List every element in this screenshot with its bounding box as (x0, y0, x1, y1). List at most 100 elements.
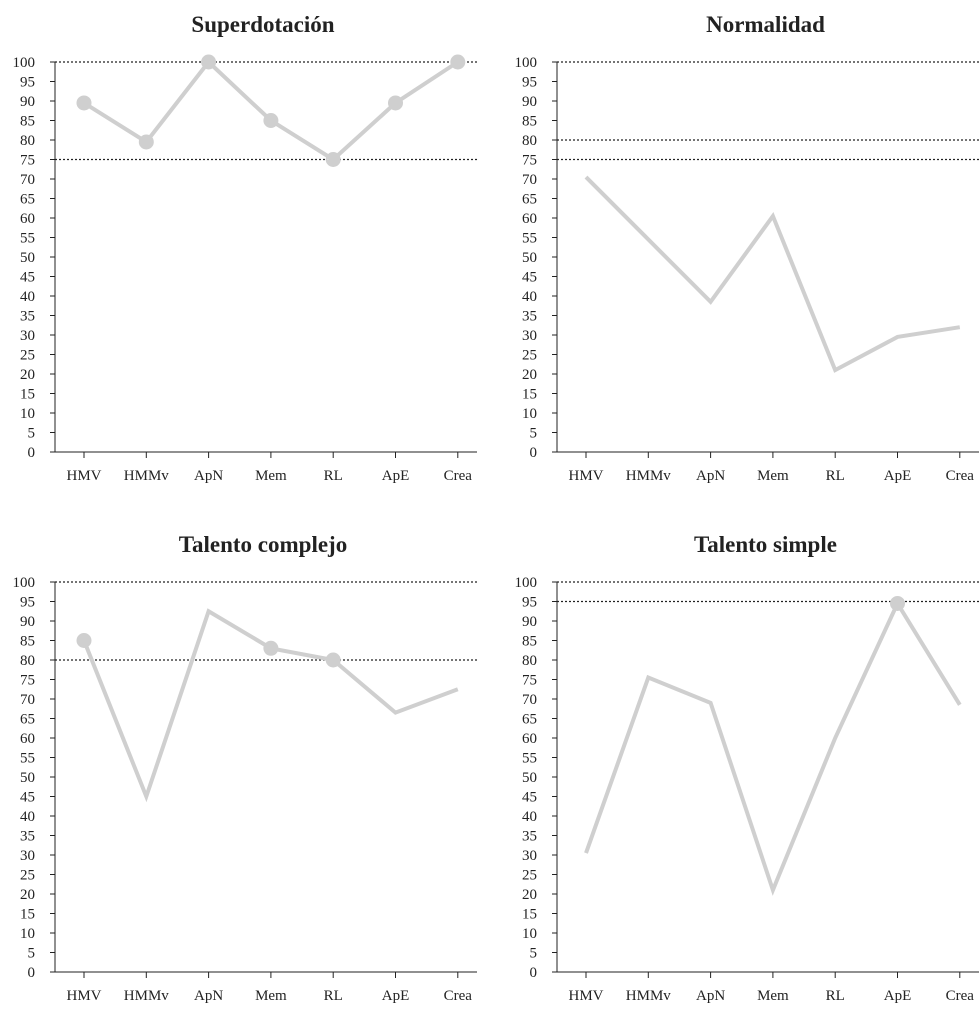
y-tick-label: 60 (20, 731, 35, 747)
chart-title: Talento complejo (179, 532, 347, 557)
y-tick-label: 45 (522, 790, 537, 806)
data-point (263, 113, 278, 128)
y-tick-label: 65 (20, 192, 35, 208)
y-tick-label: 80 (522, 133, 537, 149)
x-tick-label: Mem (757, 468, 789, 484)
y-tick-label: 70 (522, 172, 537, 188)
y-tick-label: 5 (28, 426, 36, 442)
x-tick-label: RL (826, 468, 845, 484)
x-tick-label: RL (826, 988, 845, 1004)
y-tick-label: 15 (522, 387, 537, 403)
y-tick-label: 5 (28, 946, 36, 962)
y-tick-label: 70 (20, 172, 35, 188)
data-point (139, 134, 154, 149)
y-tick-label: 40 (522, 809, 537, 825)
x-tick-label: ApN (194, 988, 223, 1004)
y-tick-label: 10 (20, 926, 35, 942)
y-tick-label: 65 (522, 192, 537, 208)
x-tick-label: Crea (946, 988, 975, 1004)
y-tick-label: 55 (522, 751, 537, 767)
x-tick-label: RL (324, 988, 343, 1004)
chart-panel: Talento complejo051015202530354045505560… (13, 532, 478, 1004)
y-tick-label: 5 (530, 946, 538, 962)
y-tick-label: 40 (20, 289, 35, 305)
y-tick-label: 40 (522, 289, 537, 305)
data-point (326, 653, 341, 668)
x-tick-label: Mem (255, 468, 287, 484)
y-tick-label: 55 (20, 231, 35, 247)
y-tick-label: 0 (28, 965, 36, 981)
series-line (84, 611, 458, 796)
chart-title: Normalidad (706, 12, 825, 37)
y-tick-label: 80 (522, 653, 537, 669)
y-tick-label: 85 (20, 634, 35, 650)
data-point (77, 95, 92, 110)
y-tick-label: 100 (13, 55, 36, 71)
y-tick-label: 90 (20, 614, 35, 630)
y-tick-label: 60 (522, 211, 537, 227)
x-tick-label: ApE (884, 988, 912, 1004)
y-tick-label: 85 (522, 114, 537, 130)
y-tick-label: 100 (13, 575, 36, 591)
y-tick-label: 95 (522, 595, 537, 611)
y-tick-label: 50 (522, 250, 537, 266)
y-tick-label: 15 (522, 907, 537, 923)
y-tick-label: 20 (20, 887, 35, 903)
x-tick-label: ApE (382, 988, 410, 1004)
y-tick-label: 30 (522, 848, 537, 864)
y-tick-label: 20 (20, 367, 35, 383)
y-tick-label: 20 (522, 887, 537, 903)
y-tick-label: 25 (20, 868, 35, 884)
y-tick-label: 90 (20, 94, 35, 110)
y-tick-label: 55 (20, 751, 35, 767)
chart-panel: Normalidad051015202530354045505560657075… (515, 12, 980, 484)
y-tick-label: 45 (20, 270, 35, 286)
data-point (326, 152, 341, 167)
y-tick-label: 25 (20, 348, 35, 364)
x-tick-label: Crea (444, 468, 473, 484)
data-point (77, 633, 92, 648)
y-tick-label: 35 (20, 309, 35, 325)
y-tick-label: 0 (28, 445, 36, 461)
x-tick-label: HMV (568, 988, 603, 1004)
y-tick-label: 90 (522, 614, 537, 630)
y-tick-label: 65 (20, 712, 35, 728)
y-tick-label: 30 (522, 328, 537, 344)
series-line (586, 603, 960, 890)
y-tick-label: 55 (522, 231, 537, 247)
y-tick-label: 30 (20, 328, 35, 344)
y-tick-label: 80 (20, 133, 35, 149)
y-tick-label: 10 (20, 406, 35, 422)
y-tick-label: 75 (20, 673, 35, 689)
y-tick-label: 75 (522, 673, 537, 689)
y-tick-label: 100 (515, 575, 538, 591)
y-tick-label: 50 (522, 770, 537, 786)
x-tick-label: Mem (255, 988, 287, 1004)
x-tick-label: ApE (382, 468, 410, 484)
x-tick-label: Crea (946, 468, 975, 484)
y-tick-label: 5 (530, 426, 538, 442)
data-point (201, 55, 216, 70)
y-tick-label: 90 (522, 94, 537, 110)
y-tick-label: 50 (20, 250, 35, 266)
chart-panel: Talento simple05101520253035404550556065… (515, 532, 980, 1004)
x-tick-label: HMMv (626, 468, 672, 484)
y-tick-label: 100 (515, 55, 538, 71)
y-tick-label: 75 (20, 153, 35, 169)
y-tick-label: 20 (522, 367, 537, 383)
y-tick-label: 25 (522, 348, 537, 364)
y-tick-label: 15 (20, 907, 35, 923)
series-line (586, 177, 960, 370)
chart-title: Superdotación (191, 12, 334, 37)
y-tick-label: 50 (20, 770, 35, 786)
y-tick-label: 85 (20, 114, 35, 130)
y-tick-label: 45 (522, 270, 537, 286)
data-point (263, 641, 278, 656)
x-tick-label: HMMv (124, 468, 170, 484)
data-point (450, 55, 465, 70)
x-tick-label: HMMv (626, 988, 672, 1004)
x-tick-label: HMV (66, 468, 101, 484)
y-tick-label: 95 (522, 75, 537, 91)
